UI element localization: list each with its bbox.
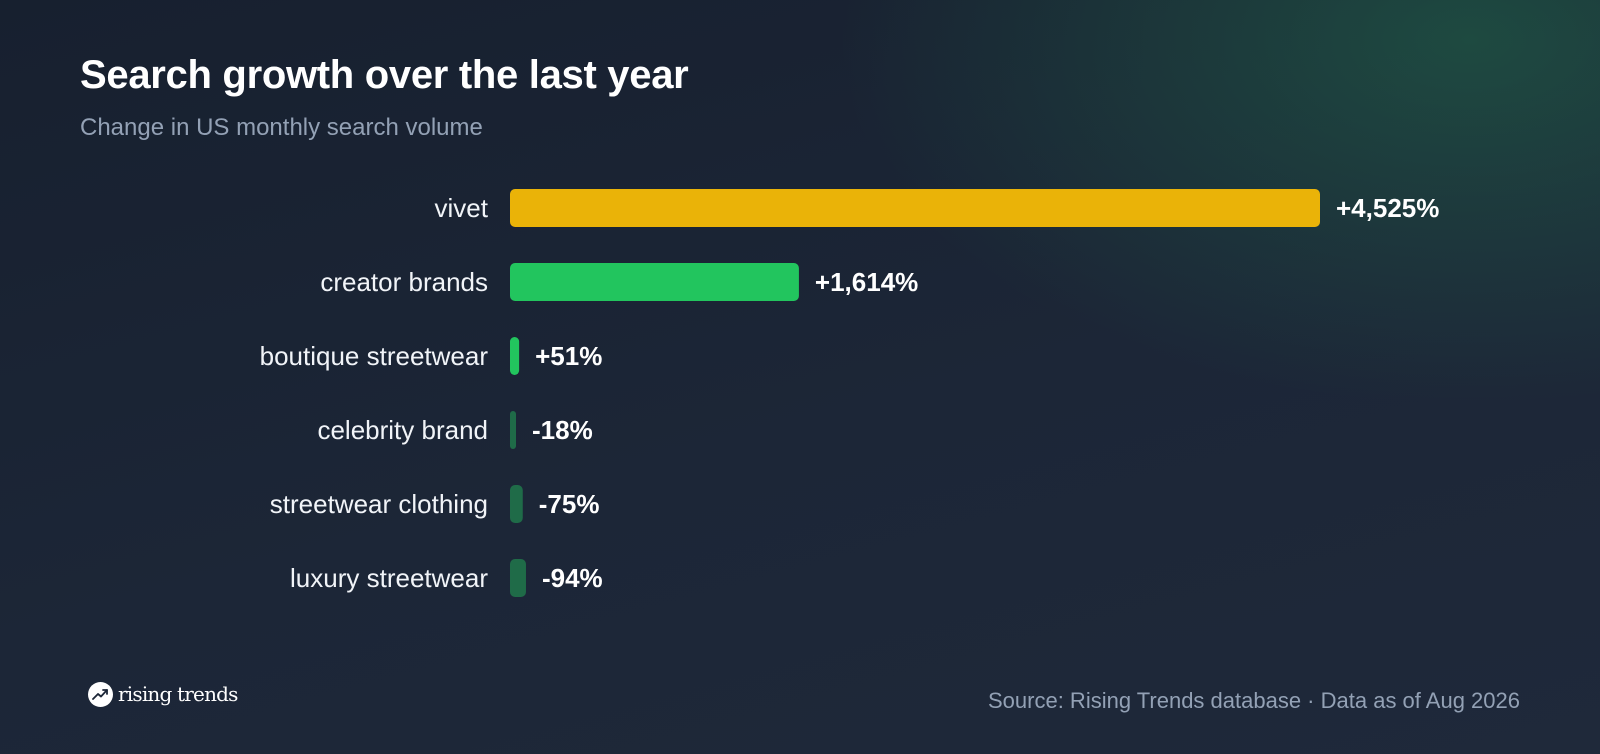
bar-row: creator brands +1,614% — [320, 263, 918, 301]
category-label: creator brands — [320, 267, 488, 297]
bar — [510, 559, 526, 597]
bar — [510, 485, 523, 523]
bar — [510, 263, 799, 301]
category-label: vivet — [435, 193, 489, 223]
value-label: -94% — [542, 563, 603, 593]
trending-up-icon — [88, 681, 113, 707]
category-label: streetwear clothing — [270, 489, 488, 519]
bar-row: celebrity brand -18% — [317, 411, 593, 449]
brand-logo: rising trends — [88, 681, 238, 707]
value-label: +51% — [535, 341, 602, 371]
value-label: +1,614% — [815, 267, 918, 297]
bar-row: boutique streetwear +51% — [260, 337, 602, 375]
chart-subtitle: Change in US monthly search volume — [80, 114, 483, 141]
source-note: Source: Rising Trends database · Data as… — [988, 688, 1520, 713]
category-label: celebrity brand — [317, 415, 488, 445]
value-label: -75% — [539, 489, 600, 519]
category-label: luxury streetwear — [290, 563, 488, 593]
bar-row: streetwear clothing -75% — [270, 485, 600, 523]
category-label: boutique streetwear — [260, 341, 489, 371]
brand-name: rising trends — [118, 682, 238, 706]
value-label: -18% — [532, 415, 593, 445]
bar — [510, 337, 520, 375]
bar — [510, 189, 1320, 227]
value-label: +4,525% — [1336, 193, 1439, 223]
bar — [510, 411, 516, 449]
bar-row: luxury streetwear -94% — [290, 559, 603, 597]
bar-chart: vivet +4,525% creator brands +1,614% boutiqu… — [259, 189, 1439, 597]
chart-title: Search growth over the last year — [80, 53, 689, 97]
bar-row: vivet +4,525% — [435, 189, 1439, 227]
